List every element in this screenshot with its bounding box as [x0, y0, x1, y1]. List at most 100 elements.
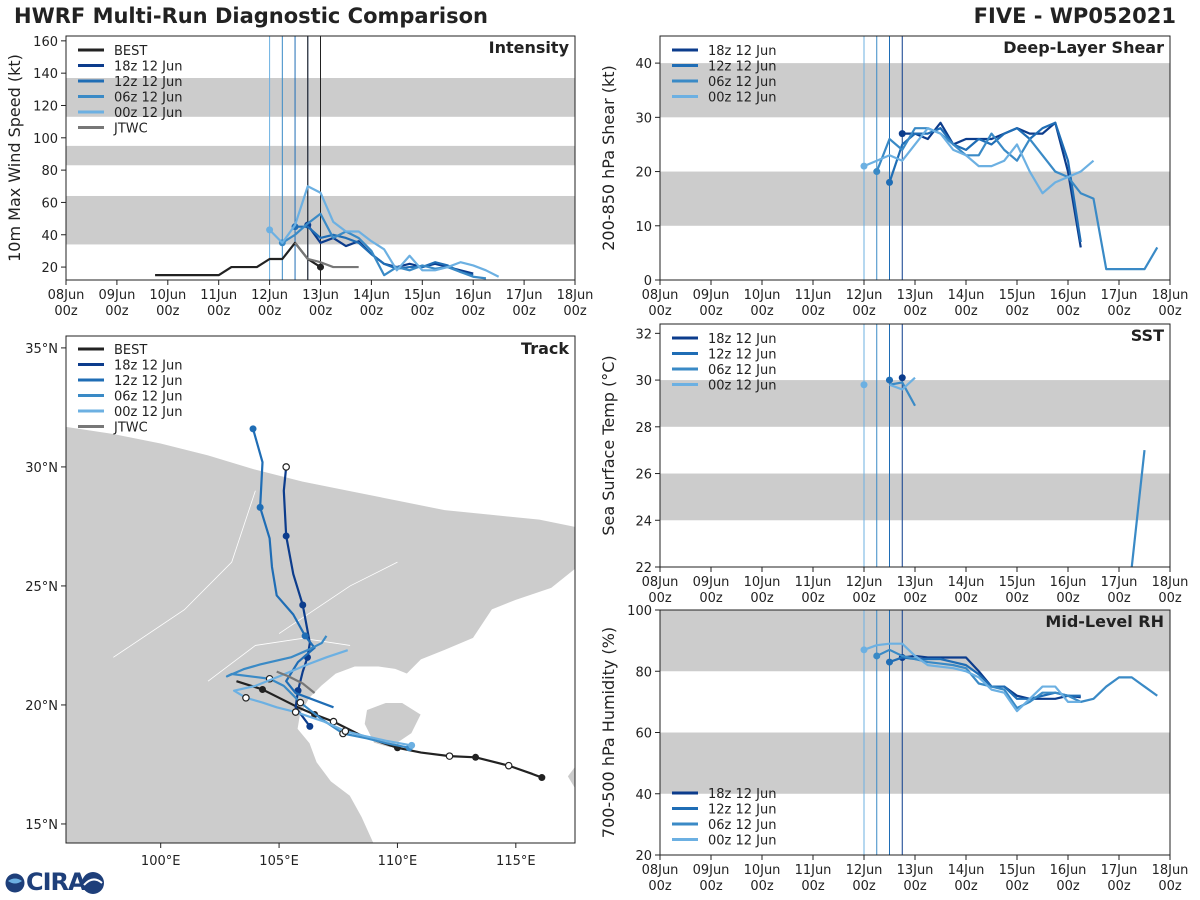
x-tick-label-day: 16Jun [1050, 288, 1087, 303]
legend-label-18z-12-jun: 18z 12 Jun [708, 787, 777, 802]
x-tick-label-hour: 00z [903, 879, 927, 894]
logo-text: CIRA [26, 868, 87, 896]
y-tick-label: 80 [41, 164, 58, 179]
legend-label-jtwc: JTWC [113, 421, 148, 436]
x-tick-label-day: 11Jun [795, 863, 832, 878]
intensity-panel: 2040608010012014016008Jun00z09Jun00z10Ju… [5, 35, 593, 319]
y-tick-label: 120 [33, 99, 58, 114]
x-tick-label-hour: 00z [258, 304, 282, 319]
y-tick-label: 20 [635, 849, 652, 864]
x-tick-label-day: 14Jun [353, 288, 390, 303]
x-tick-label-day: 17Jun [506, 288, 543, 303]
series-start-point-00z-12-jun [860, 646, 868, 654]
band-1 [660, 380, 1170, 427]
x-tick-label-hour: 00z [954, 879, 978, 894]
series-start-point-18z-12-jun [898, 130, 906, 138]
legend-label-06z-12-jun: 06z 12 Jun [708, 818, 777, 833]
y-tick-label: 40 [635, 57, 652, 72]
legend-label-18z-12-jun: 18z 12 Jun [114, 359, 183, 374]
x-tick-label-hour: 00z [750, 879, 774, 894]
x-tick-label-hour: 00z [1005, 879, 1029, 894]
satellite-icon [82, 872, 104, 894]
legend-label-jtwc: JTWC [113, 122, 148, 137]
x-tick-label-hour: 00z [1107, 304, 1131, 319]
x-tick-label-hour: 00z [903, 304, 927, 319]
legend-label-00z-12-jun: 00z 12 Jun [708, 834, 777, 849]
x-tick-label-day: 15Jun [999, 575, 1036, 590]
track-point-filled-12z-12-jun [256, 503, 264, 511]
land-luzon [567, 766, 575, 789]
x-tick-label-hour: 00z [54, 304, 78, 319]
x-tick-label-day: 08Jun [642, 288, 679, 303]
legend-label-06z-12-jun: 06z 12 Jun [708, 363, 777, 378]
track-line-12z-12-jun [251, 428, 334, 709]
x-tick-label-hour: 00z [801, 304, 825, 319]
x-tick-label-day: 12Jun [846, 575, 883, 590]
track-point-filled-18z-12-jun [306, 722, 314, 730]
band-1 [660, 63, 1170, 118]
legend-label-18z-12-jun: 18z 12 Jun [114, 60, 183, 75]
lon-tick-label: 100°E [141, 854, 181, 869]
series-line-00z-12-jun-0 [268, 185, 500, 278]
y-axis-label: 10m Max Wind Speed (kt) [5, 54, 24, 262]
track-point-open-18z-12-jun [282, 463, 290, 471]
figure-title: HWRF Multi-Run Diagnostic Comparison [14, 4, 489, 28]
track-point-filled-18z-12-jun [282, 532, 290, 540]
x-tick-label-hour: 00z [1107, 591, 1131, 606]
x-tick-label-hour: 00z [1107, 879, 1131, 894]
y-tick-label: 22 [635, 561, 652, 576]
series-start-point-18z-12-jun [898, 374, 906, 382]
legend-label-best: BEST [114, 44, 147, 59]
band-1 [660, 610, 1170, 672]
map-layer [66, 336, 575, 843]
x-tick-label-hour: 00z [411, 304, 435, 319]
x-tick-label-day: 18Jun [1152, 288, 1189, 303]
x-tick-label-day: 09Jun [693, 863, 730, 878]
panel-title: Track [521, 339, 569, 358]
track-line-06z-12-jun [225, 635, 410, 749]
panel-title: Intensity [489, 38, 570, 57]
x-tick-label-day: 17Jun [1101, 863, 1138, 878]
series-line-12z-12-jun-0 [888, 121, 1082, 243]
series-line-12z-12-jun-0 [889, 656, 1081, 700]
track-point-open-00z-12-jun [341, 727, 350, 735]
legend-label-12z-12-jun: 12z 12 Jun [708, 60, 777, 75]
series-start-point-12z-12-jun [886, 658, 893, 666]
x-tick-label-day: 09Jun [693, 288, 730, 303]
x-tick-label-hour: 00z [648, 304, 672, 319]
x-tick-label-day: 12Jun [846, 288, 883, 303]
x-tick-label-day: 15Jun [404, 288, 441, 303]
x-tick-label-hour: 00z [156, 304, 180, 319]
legend-label-00z-12-jun: 00z 12 Jun [114, 106, 183, 121]
x-tick-label-day: 14Jun [948, 863, 985, 878]
series-start-point-12z-12-jun [886, 178, 893, 186]
x-tick-label-hour: 00z [105, 304, 129, 319]
lat-tick-label: 35°N [25, 342, 58, 357]
y-tick-label: 60 [41, 196, 58, 211]
x-tick-label-day: 12Jun [846, 863, 883, 878]
x-tick-label-hour: 00z [512, 304, 536, 319]
y-tick-label: 80 [635, 665, 652, 680]
x-tick-label-day: 13Jun [897, 863, 934, 878]
series-start-point-12z-12-jun [886, 376, 893, 384]
legend-label-06z-12-jun: 06z 12 Jun [708, 75, 777, 90]
legend-label-00z-12-jun: 00z 12 Jun [114, 405, 183, 420]
lat-tick-label: 20°N [25, 699, 58, 714]
legend-label-12z-12-jun: 12z 12 Jun [708, 348, 777, 363]
series-start-point-06z-12-jun [873, 652, 881, 660]
series-line-jtwc-0 [294, 242, 359, 269]
track-point-filled-best [258, 685, 266, 693]
x-tick-label-hour: 00z [309, 304, 333, 319]
series-line-06z-12-jun-0 [875, 127, 1159, 271]
y-tick-label: 60 [635, 727, 652, 742]
x-tick-label-hour: 00z [852, 591, 876, 606]
x-tick-label-hour: 00z [1158, 304, 1182, 319]
legend-label-06z-12-jun: 06z 12 Jun [114, 390, 183, 405]
track-point-filled-best [538, 774, 546, 782]
series-line-00z-12-jun-0 [863, 642, 1081, 713]
x-tick-label-hour: 00z [648, 879, 672, 894]
land-mainland [66, 426, 575, 843]
x-tick-label-hour: 00z [699, 879, 723, 894]
panel-title: Deep-Layer Shear [1003, 38, 1164, 57]
x-tick-label-day: 08Jun [642, 863, 679, 878]
